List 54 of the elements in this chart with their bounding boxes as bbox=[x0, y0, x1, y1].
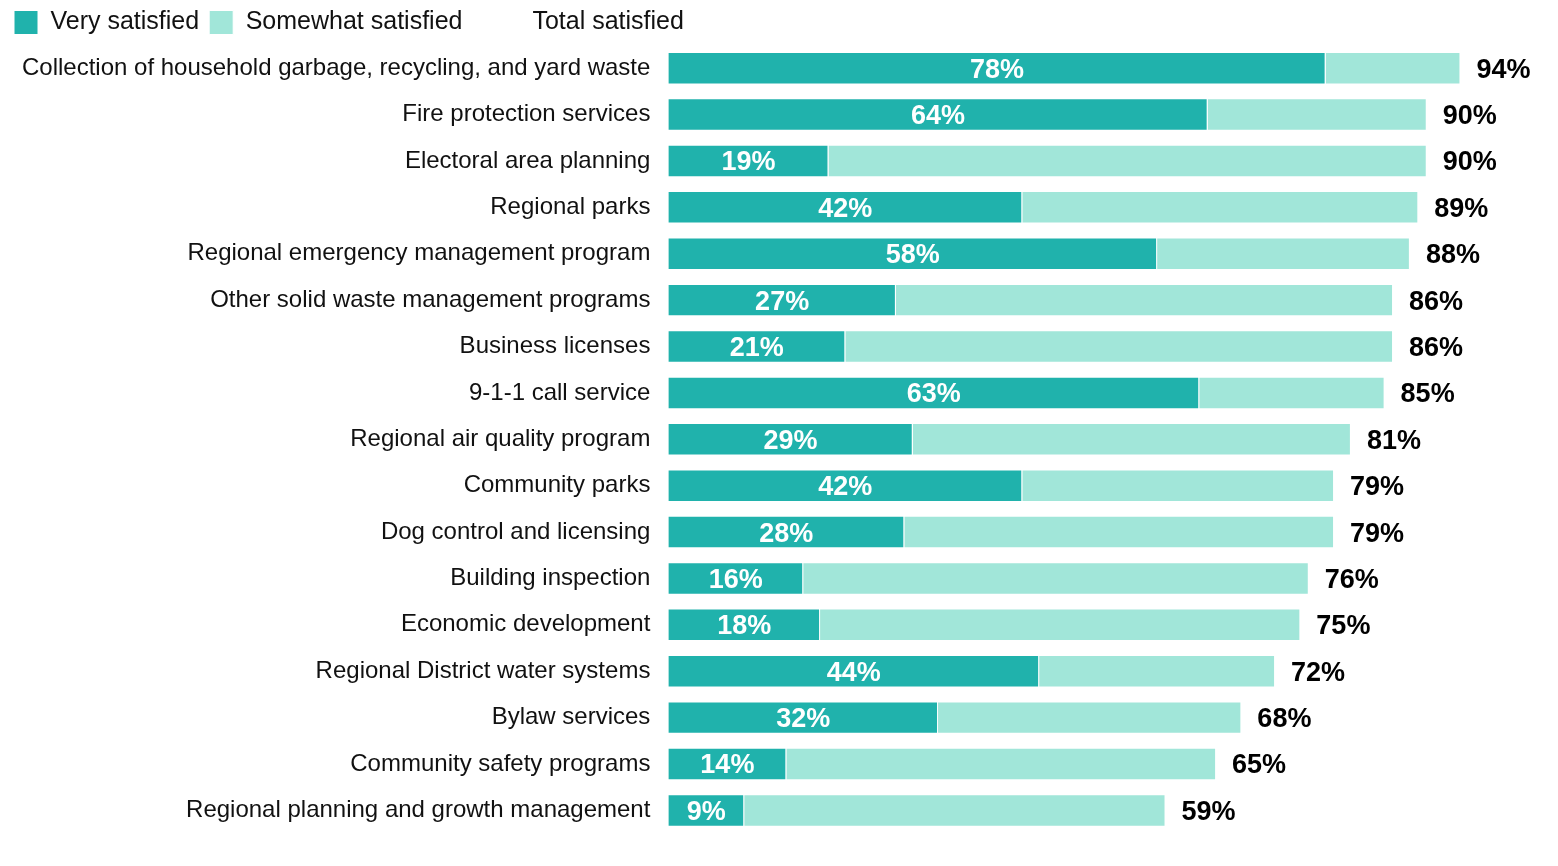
total-label: 86% bbox=[1409, 285, 1464, 316]
total-label: 86% bbox=[1409, 331, 1464, 362]
total-label: 90% bbox=[1442, 100, 1497, 131]
y-tick-label: Regional parks bbox=[490, 191, 651, 219]
data-label: 78% bbox=[969, 53, 1025, 84]
data-label: 28% bbox=[759, 517, 814, 548]
data-label: 27% bbox=[755, 285, 810, 316]
y-tick-label: Bylaw services bbox=[491, 702, 651, 730]
y-tick-label: Regional planning and growth management bbox=[186, 795, 651, 823]
data-label: 63% bbox=[906, 378, 961, 409]
y-tick-label: Electoral area planning bbox=[404, 145, 651, 173]
y-tick-label: Fire protection services bbox=[402, 99, 651, 127]
total-label: 90% bbox=[1442, 146, 1497, 177]
data-label: 16% bbox=[708, 563, 763, 594]
data-label: 44% bbox=[826, 656, 881, 687]
data-label: 32% bbox=[776, 703, 831, 734]
y-tick-label: 9-1-1 call service bbox=[468, 377, 651, 405]
data-label: 42% bbox=[818, 471, 873, 502]
data-label: 9% bbox=[686, 795, 726, 826]
text: Total satisfied bbox=[532, 6, 684, 35]
total-label: 65% bbox=[1232, 749, 1287, 780]
total-label: 76% bbox=[1324, 563, 1379, 594]
data-label: 19% bbox=[721, 146, 776, 177]
y-tick-label: Regional air quality program bbox=[350, 423, 651, 451]
y-tick-label: Collection of household garbage, recycling, and yard waste bbox=[21, 52, 651, 80]
y-tick-label: Community parks bbox=[463, 470, 651, 498]
y-tick-label: Dog control and licensing bbox=[380, 516, 651, 544]
total-label: 89% bbox=[1434, 192, 1489, 223]
total-label: 79% bbox=[1350, 471, 1405, 502]
legend-label: Somewhat satisfied bbox=[245, 6, 463, 35]
data-label: 64% bbox=[911, 100, 966, 131]
data-label: 58% bbox=[885, 239, 940, 270]
total-label: 88% bbox=[1425, 239, 1480, 270]
data-label: 14% bbox=[700, 749, 755, 780]
total-label: 72% bbox=[1291, 656, 1346, 687]
y-tick-label: Regional District water systems bbox=[315, 655, 651, 683]
y-tick-label: Building inspection bbox=[450, 563, 651, 591]
y-tick-label: Economic development bbox=[400, 609, 651, 637]
total-label: 85% bbox=[1400, 378, 1455, 409]
total-label: 94% bbox=[1476, 53, 1531, 84]
data-label: 18% bbox=[717, 610, 772, 641]
total-label: 81% bbox=[1366, 424, 1421, 455]
data-label: 29% bbox=[763, 424, 818, 455]
legend-label: Very satisfied bbox=[50, 6, 200, 35]
total-label: 68% bbox=[1257, 703, 1312, 734]
total-label: 59% bbox=[1181, 795, 1236, 826]
total-label: 75% bbox=[1316, 610, 1371, 641]
total-label: 79% bbox=[1350, 517, 1405, 548]
y-tick-label: Business licenses bbox=[459, 331, 651, 359]
data-label: 21% bbox=[729, 331, 784, 362]
y-tick-label: Regional emergency management program bbox=[187, 238, 651, 266]
y-tick-label: Community safety programs bbox=[350, 748, 651, 776]
y-tick-label: Other solid waste management programs bbox=[210, 284, 651, 312]
data-label: 42% bbox=[818, 192, 873, 223]
